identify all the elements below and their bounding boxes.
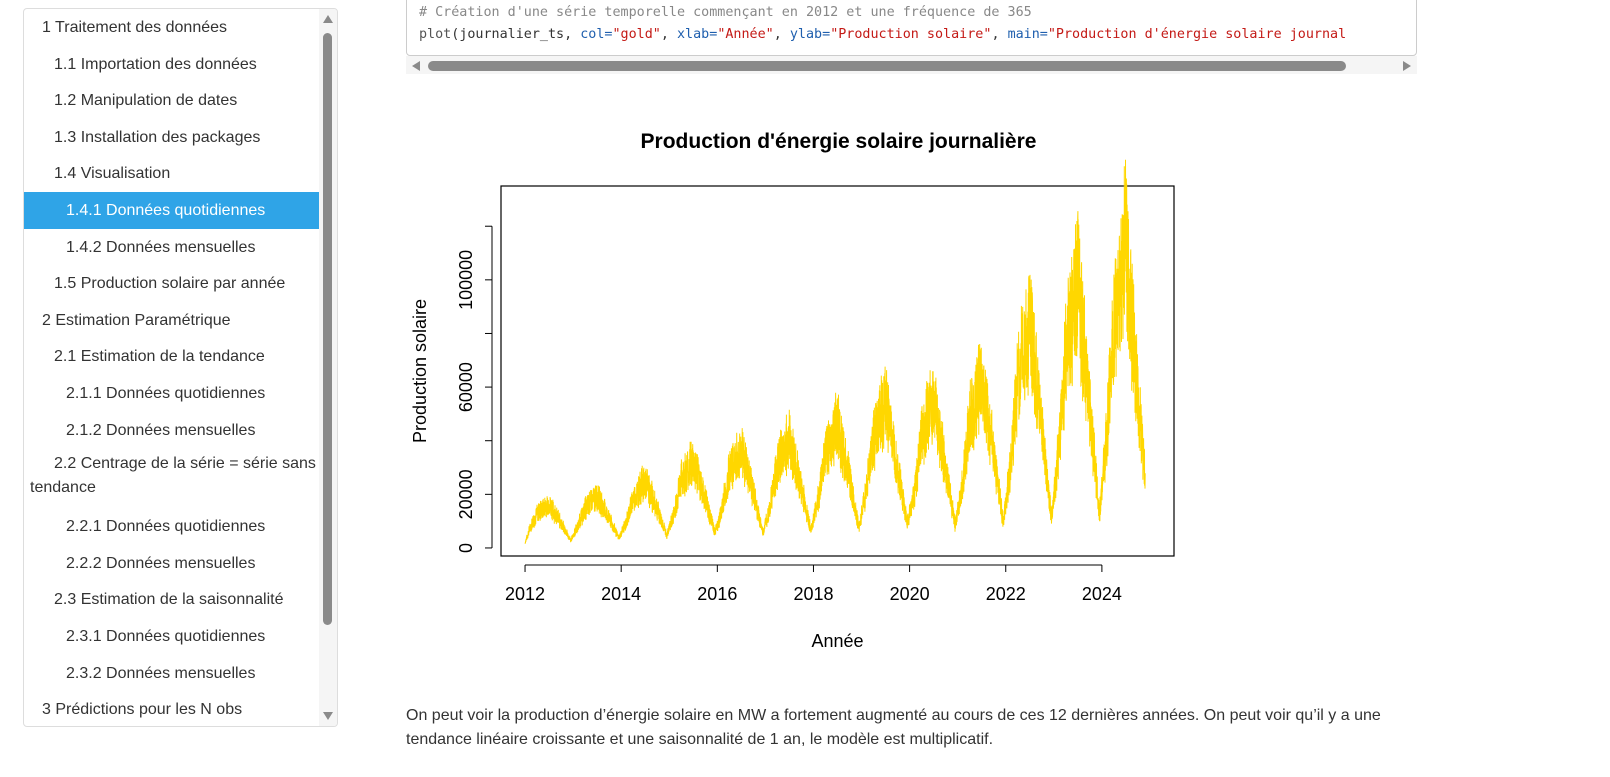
toc-item[interactable]: 1 Traitement des données [42, 19, 228, 36]
toc-item[interactable]: 2.1.2 Données mensuelles [66, 421, 256, 439]
plot-frame [500, 185, 1175, 557]
solar-production-chart: Production d'énergie solaire journalière… [410, 130, 1175, 651]
x-tick-label: 2014 [601, 584, 641, 604]
toc-item[interactable]: 2.3 Estimation de la saisonnalité [54, 591, 284, 609]
code-string: "Production solaire" [830, 27, 992, 42]
x-tick-label: 2020 [890, 584, 930, 604]
code-string: "Année" [717, 27, 774, 42]
code-comment: # Création d'une série temporelle commen… [419, 5, 1032, 20]
code-block: # Création d'une série temporelle commen… [406, 0, 1417, 56]
x-axis-label: Année [811, 631, 863, 651]
toc-item[interactable]: 1.4.2 Données mensuelles [66, 238, 256, 256]
code-string: "Production d'énergie solaire journal [1047, 27, 1347, 42]
toc-item[interactable]: 1.5 Production solaire par année [54, 275, 286, 293]
toc-item[interactable]: 2 Estimation Paramétrique [42, 311, 231, 329]
toc-item[interactable]: 1.1 Importation des données [54, 55, 257, 73]
toc-item[interactable]: 1.2 Manipulation de dates [54, 92, 238, 110]
code-arg: journalier_ts [459, 27, 565, 42]
chart-title: Production d'énergie solaire journalière [641, 130, 1037, 153]
table-of-contents: 1 Traitement des données 1.1 Importation … [23, 8, 338, 727]
x-tick-label: 2016 [697, 584, 737, 604]
scroll-down-arrow-icon[interactable] [323, 712, 333, 720]
code-argname: xlab= [677, 27, 718, 42]
toc-scrollbar-thumb[interactable] [323, 33, 332, 625]
toc-item[interactable]: 2.1 Estimation de la tendance [54, 348, 265, 366]
code-argname: main= [1007, 27, 1048, 42]
toc-scrollbar[interactable] [319, 9, 337, 726]
scroll-left-arrow-icon[interactable] [412, 61, 420, 71]
y-tick-label: 20000 [456, 469, 476, 519]
scroll-right-arrow-icon[interactable] [1403, 61, 1411, 71]
x-tick-label: 2022 [986, 584, 1026, 604]
toc-item[interactable]: 2.3.1 Données quotidiennes [66, 628, 266, 645]
y-axis-label: Production solaire [410, 299, 430, 443]
x-tick-label: 2012 [505, 584, 545, 604]
toc-item[interactable]: 2.3.2 Données mensuelles [66, 664, 256, 682]
toc-item[interactable]: 2.1.1 Données quotidiennes [66, 385, 266, 402]
scroll-up-arrow-icon[interactable] [323, 15, 333, 23]
toc-item[interactable]: 2.2.2 Données mensuelles [66, 554, 256, 572]
code-scrollbar-thumb[interactable] [428, 61, 1346, 71]
code-argname: col= [580, 27, 613, 42]
analysis-paragraph: On peut voir la production d’énergie sol… [406, 707, 1381, 748]
toc-item[interactable]: 3 Prédictions pour les N obs [42, 701, 243, 719]
toc-item[interactable]: 2.2.1 Données quotidiennes [66, 518, 266, 536]
series-line [524, 159, 1146, 544]
toc-item[interactable]: 1.4 Visualisation [54, 165, 171, 183]
code-function: plot [419, 27, 452, 42]
x-tick-label: 2018 [793, 584, 833, 604]
y-tick-label: 0 [456, 543, 476, 553]
code-horizontal-scrollbar[interactable] [406, 56, 1417, 74]
y-tick-label: 100000 [456, 250, 476, 310]
toc-item[interactable]: 1.4.1 Données quotidiennes [24, 192, 320, 229]
x-tick-label: 2024 [1082, 584, 1122, 604]
y-tick-label: 60000 [456, 362, 476, 412]
toc-item[interactable]: 2.2 Centrage de la série = série sans te… [30, 455, 316, 497]
code-argname: ylab= [789, 27, 831, 42]
toc-item[interactable]: 1.3 Installation des packages [54, 128, 261, 146]
code-string: "gold" [612, 27, 661, 42]
